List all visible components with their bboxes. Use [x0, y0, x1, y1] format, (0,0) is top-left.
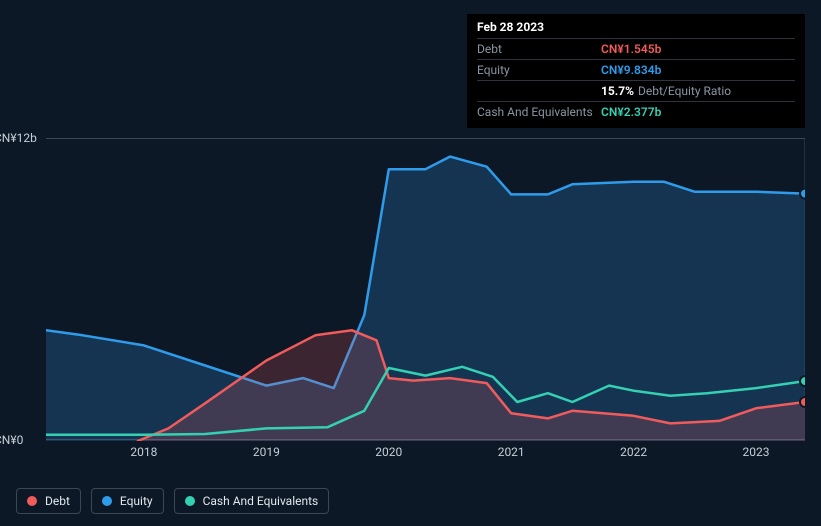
x-axis-label: 2019	[253, 445, 280, 459]
tooltip-value: CN¥1.545b	[601, 42, 661, 56]
legend-label: Equity	[120, 494, 153, 508]
tooltip-row-cash: Cash And Equivalents CN¥2.377b	[477, 101, 795, 122]
tooltip-label: Debt	[477, 42, 601, 56]
x-axis-label: 2020	[375, 445, 402, 459]
tooltip-value: CN¥2.377b	[601, 105, 661, 119]
tooltip-ratio-text: Debt/Equity Ratio	[638, 84, 731, 98]
legend-item-debt[interactable]: Debt	[16, 488, 81, 514]
x-axis-label: 2021	[498, 445, 525, 459]
tooltip-label: Equity	[477, 63, 601, 77]
x-axis-label: 2022	[620, 445, 647, 459]
chart-area: CN¥12bCN¥0201820192020202120222023	[16, 120, 805, 480]
tooltip-value: CN¥9.834b	[601, 63, 661, 77]
chart-tooltip: Feb 28 2023 Debt CN¥1.545b Equity CN¥9.8…	[467, 14, 805, 128]
swatch-icon	[185, 496, 195, 506]
swatch-icon	[102, 496, 112, 506]
legend-label: Debt	[45, 494, 70, 508]
tooltip-label: Cash And Equivalents	[477, 105, 601, 119]
tooltip-row-ratio: 15.7% Debt/Equity Ratio	[477, 80, 795, 101]
x-axis-label: 2023	[743, 445, 770, 459]
y-axis-label: CN¥12b	[0, 131, 40, 145]
tooltip-date: Feb 28 2023	[477, 20, 795, 38]
tooltip-ratio-pct: 15.7%	[601, 84, 634, 98]
tooltip-row-equity: Equity CN¥9.834b	[477, 59, 795, 80]
chart-plot[interactable]: CN¥12bCN¥0201820192020202120222023	[46, 138, 805, 440]
swatch-icon	[27, 496, 37, 506]
legend-label: Cash And Equivalents	[203, 494, 319, 508]
tooltip-label	[477, 84, 601, 98]
chart-legend: Debt Equity Cash And Equivalents	[16, 488, 329, 514]
legend-item-cash[interactable]: Cash And Equivalents	[174, 488, 330, 514]
tooltip-row-debt: Debt CN¥1.545b	[477, 38, 795, 59]
legend-item-equity[interactable]: Equity	[91, 488, 164, 514]
x-axis-label: 2018	[130, 445, 157, 459]
chart-svg	[46, 139, 805, 441]
y-axis-label: CN¥0	[0, 433, 40, 447]
chart-container: Feb 28 2023 Debt CN¥1.545b Equity CN¥9.8…	[0, 0, 821, 526]
